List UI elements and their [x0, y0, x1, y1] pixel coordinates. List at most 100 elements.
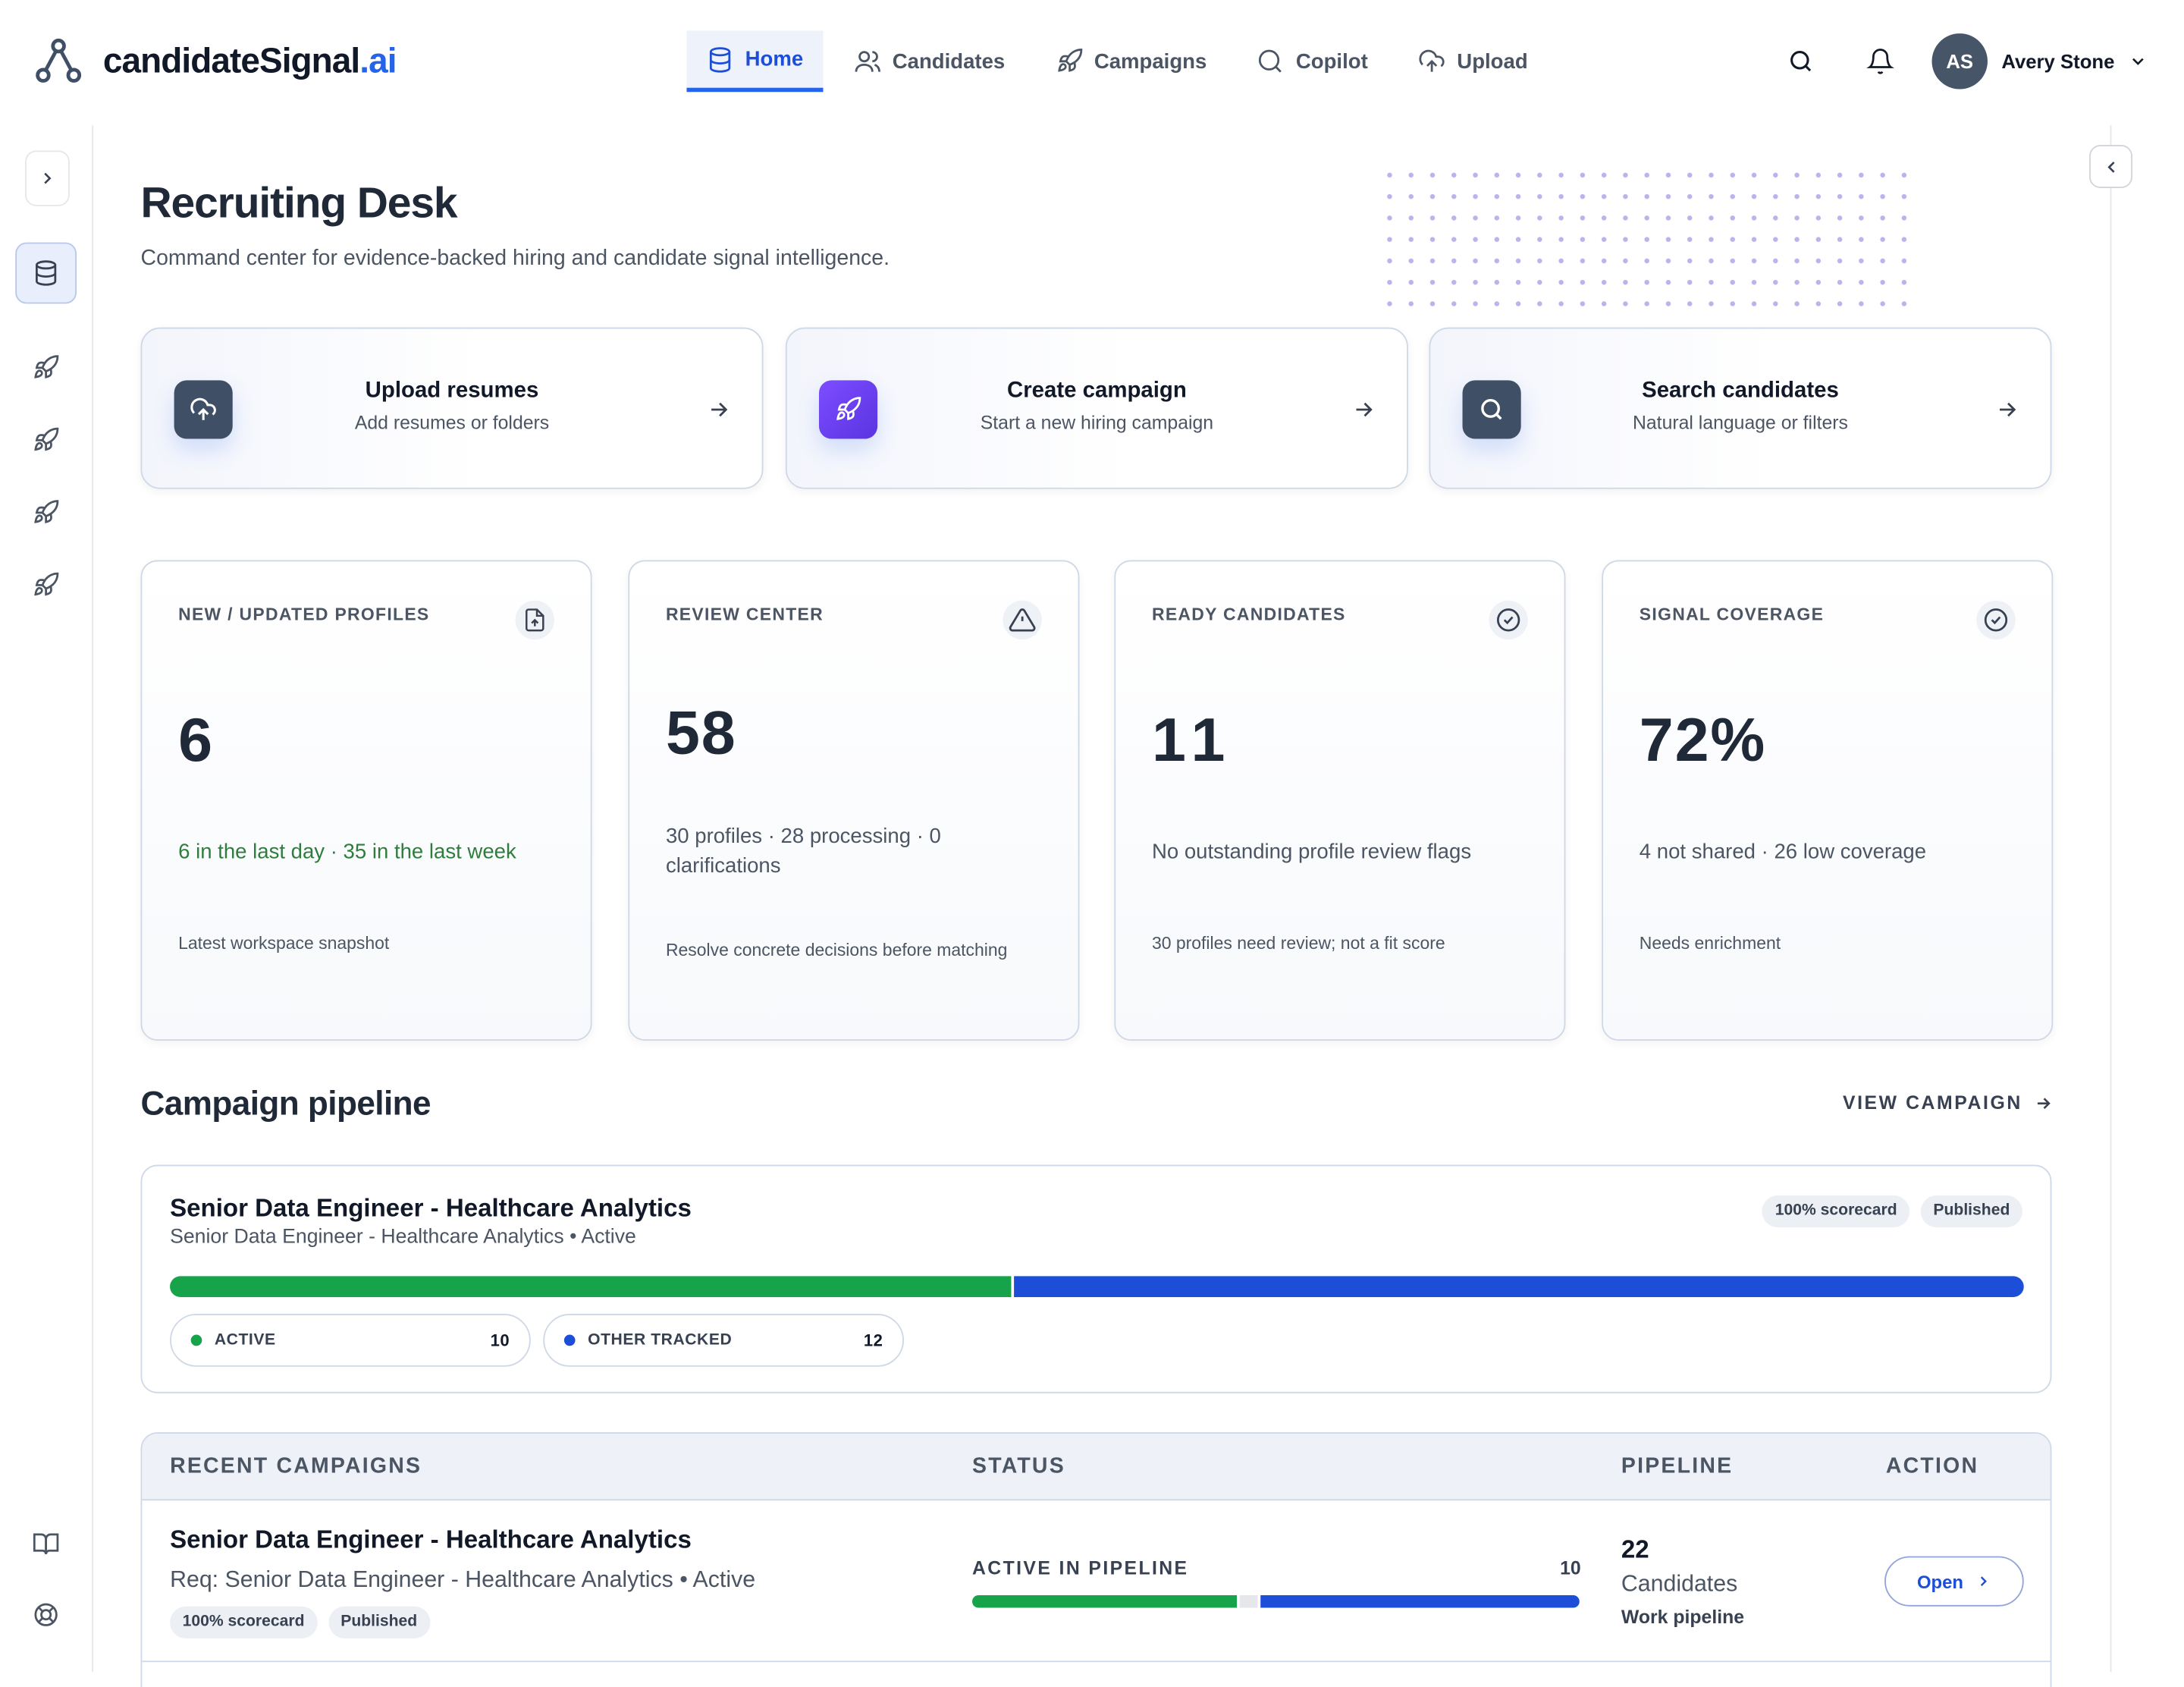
recent-campaigns-table: RECENT CAMPAIGNS STATUS PIPELINE ACTION …: [140, 1432, 2052, 1687]
nav-copilot-label: Copilot: [1295, 49, 1368, 74]
stat-card-review-center[interactable]: REVIEW CENTER 58 30 profiles · 28 proces…: [628, 560, 1080, 1041]
campaign-badges: 100% scorecard Published: [1762, 1195, 2022, 1228]
row-campaign-req: Req: Senior Data Engineer - Healthcare A…: [170, 1567, 756, 1593]
gap-segment: [1240, 1595, 1259, 1608]
stat-detail: No outstanding profile review flags: [1151, 840, 1472, 864]
nav-copilot[interactable]: Copilot: [1238, 30, 1388, 92]
nav-upload[interactable]: Upload: [1398, 30, 1547, 92]
header-status: STATUS: [972, 1454, 1065, 1478]
header-recent-campaigns: RECENT CAMPAIGNS: [170, 1454, 422, 1478]
stat-label: REVIEW CENTER: [665, 605, 824, 624]
view-campaign-link[interactable]: VIEW CAMPAIGN: [1843, 1092, 2053, 1114]
stat-foot: Latest workspace snapshot: [178, 933, 390, 953]
bell-icon[interactable]: [1866, 47, 1894, 75]
rocket-icon[interactable]: [32, 499, 60, 527]
published-badge: Published: [1920, 1195, 2022, 1228]
stat-label: SIGNAL COVERAGE: [1639, 605, 1825, 624]
nav-candidates[interactable]: Candidates: [834, 30, 1025, 92]
action-desc: Add resumes or folders: [354, 412, 550, 434]
cloud-upload-icon: [1419, 49, 1445, 72]
search-candidates-card[interactable]: Search candidates Natural language or fi…: [1429, 327, 2052, 489]
active-label: ACTIVE: [214, 1331, 276, 1349]
nav-home-label: Home: [745, 47, 804, 71]
active-pill[interactable]: ACTIVE 10: [170, 1314, 531, 1367]
check-circle-icon: [1976, 600, 2016, 640]
nav-candidates-label: Candidates: [892, 49, 1006, 74]
page-title: Recruiting Desk: [140, 178, 458, 228]
file-upload-icon: [515, 600, 555, 640]
action-title: Create campaign: [1006, 379, 1187, 403]
logo-mark-icon: [36, 38, 82, 83]
stat-value: 11: [1151, 706, 1234, 775]
view-campaign-label: VIEW CAMPAIGN: [1842, 1092, 2022, 1114]
stat-card-new-profiles[interactable]: NEW / UPDATED PROFILES 6 6 in the last d…: [140, 560, 592, 1041]
row-divider: [142, 1660, 2051, 1663]
open-button-label: Open: [1916, 1570, 1964, 1592]
user-menu[interactable]: AS Avery Stone: [1931, 33, 2148, 90]
other-tracked-pill[interactable]: OTHER TRACKED 12: [543, 1314, 905, 1367]
brand-logo[interactable]: candidateSignal.ai: [33, 36, 397, 86]
search-icon: [1259, 49, 1282, 73]
stat-foot: Needs enrichment: [1639, 933, 1781, 953]
decorative-dot-grid: [1379, 164, 1909, 311]
header-action: ACTION: [1885, 1454, 1979, 1478]
open-button[interactable]: Open: [1884, 1556, 2024, 1607]
stat-foot: Resolve concrete decisions before matchi…: [665, 940, 1008, 960]
stat-value: 6: [178, 706, 214, 775]
campaign-subtitle: Senior Data Engineer - Healthcare Analyt…: [170, 1226, 636, 1249]
scorecard-badge: 100% scorecard: [1762, 1195, 1910, 1228]
status-progress-bar: [972, 1595, 1585, 1608]
rail-home[interactable]: [15, 242, 77, 304]
top-bar: candidateSignal.ai Home Candidates Campa…: [0, 0, 2184, 123]
arrow-right-icon: [2000, 402, 2016, 417]
collapse-panel-button[interactable]: [2089, 145, 2132, 188]
expand-sidebar-button[interactable]: [25, 150, 70, 206]
nav-home[interactable]: Home: [686, 30, 823, 93]
pipeline-progress-bar: [170, 1276, 2024, 1297]
work-pipeline-link[interactable]: Work pipeline: [1621, 1606, 1745, 1628]
header-pipeline: PIPELINE: [1621, 1454, 1734, 1478]
search-icon: [1462, 380, 1521, 439]
search-candidates-text: Search candidates Natural language or fi…: [1430, 379, 2050, 434]
stat-value: 72%: [1639, 706, 1767, 775]
upload-resumes-text: Upload resumes Add resumes or folders: [142, 379, 761, 434]
check-circle-icon: [1489, 600, 1528, 640]
action-desc: Start a new hiring campaign: [980, 412, 1214, 434]
status-count: 10: [1560, 1557, 1581, 1579]
other-tracked-label: OTHER TRACKED: [588, 1331, 733, 1349]
campaign-pipeline-card[interactable]: Senior Data Engineer - Healthcare Analyt…: [140, 1164, 2052, 1393]
active-count: 10: [490, 1330, 510, 1350]
scorecard-badge: 100% scorecard: [170, 1606, 318, 1638]
arrow-right-icon: [1356, 402, 1373, 417]
rocket-icon[interactable]: [32, 354, 60, 382]
lifebuoy-icon[interactable]: [32, 1601, 60, 1629]
other-tracked-count: 12: [863, 1330, 883, 1350]
stat-label: READY CANDIDATES: [1151, 605, 1346, 624]
rocket-icon[interactable]: [32, 426, 60, 454]
rocket-icon[interactable]: [32, 571, 60, 599]
database-icon: [35, 260, 57, 286]
rocket-icon: [1057, 49, 1082, 72]
nav-upload-label: Upload: [1457, 49, 1528, 74]
active-segment: [170, 1276, 1012, 1297]
active-segment: [972, 1595, 1238, 1608]
stat-value: 58: [665, 699, 737, 768]
stat-detail: 4 not shared · 26 low coverage: [1639, 840, 1927, 864]
stat-label: NEW / UPDATED PROFILES: [178, 605, 430, 624]
stat-card-signal-coverage[interactable]: SIGNAL COVERAGE 72% 4 not shared · 26 lo…: [1602, 560, 2054, 1041]
upload-resumes-card[interactable]: Upload resumes Add resumes or folders: [140, 327, 764, 489]
nav-campaigns[interactable]: Campaigns: [1036, 30, 1226, 92]
row-campaign-title[interactable]: Senior Data Engineer - Healthcare Analyt…: [170, 1525, 692, 1553]
arrow-right-icon: [711, 402, 728, 417]
stat-detail: 30 profiles · 28 processing · 0 clarific…: [665, 825, 941, 878]
create-campaign-card[interactable]: Create campaign Start a new hiring campa…: [785, 327, 1408, 489]
other-segment: [1260, 1595, 1580, 1608]
chevron-right-icon: [44, 172, 52, 184]
stat-card-ready-candidates[interactable]: READY CANDIDATES 11 No outstanding profi…: [1114, 560, 1566, 1041]
search-icon[interactable]: [1787, 47, 1815, 75]
status-label: ACTIVE IN PIPELINE: [972, 1557, 1189, 1579]
create-campaign-text: Create campaign Start a new hiring campa…: [787, 379, 1407, 434]
stat-foot: 30 profiles need review; not a fit score: [1151, 933, 1445, 953]
user-name: Avery Stone: [2001, 50, 2115, 73]
book-icon[interactable]: [32, 1530, 60, 1558]
